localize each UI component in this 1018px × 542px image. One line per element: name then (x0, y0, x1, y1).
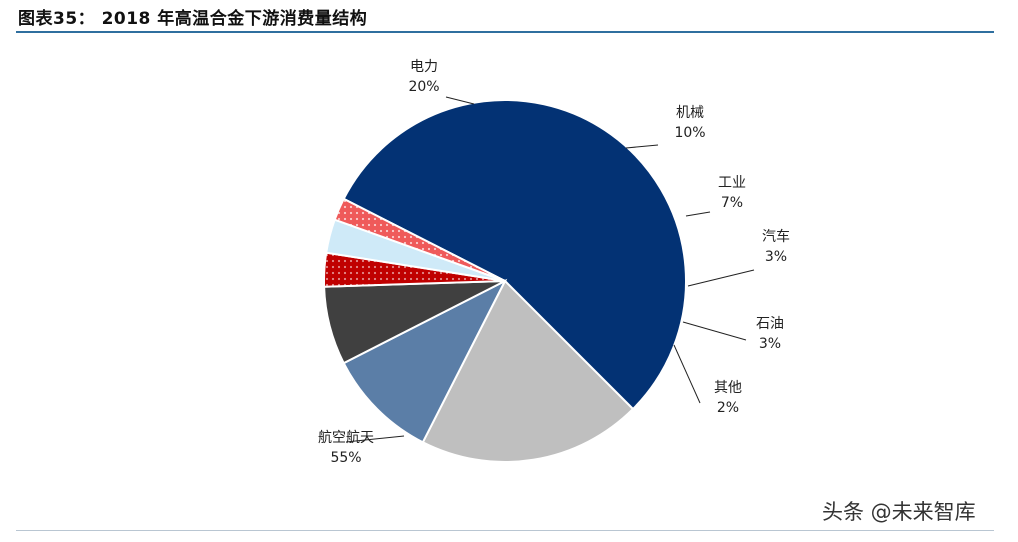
slice-value-label-3: 10% (674, 125, 705, 141)
leader-line-2 (445, 96, 475, 105)
slice-value-label-6: 3% (759, 336, 781, 352)
slice-category-label-1: 航空航天 (318, 430, 374, 446)
watermark: 头条 @未来智库 (822, 500, 976, 524)
footer-divider (16, 530, 994, 531)
slice-value-label-5: 3% (765, 249, 787, 265)
slice-category-label-6: 石油 (756, 316, 784, 332)
slice-category-label-3: 机械 (676, 105, 704, 121)
slice-category-label-5: 汽车 (762, 228, 790, 245)
slice-value-label-4: 7% (721, 195, 743, 211)
slice-category-label-4: 工业 (718, 175, 746, 191)
slice-category-label-7: 其他 (714, 380, 742, 396)
leader-line-7 (673, 344, 701, 404)
leader-line-5 (687, 269, 755, 287)
slice-category-label-2: 电力 (410, 59, 438, 75)
slice-value-label-1: 55% (330, 450, 361, 466)
slice-value-label-7: 2% (717, 400, 739, 416)
pie-slice-pattern-5 (324, 252, 505, 287)
pie-slice-2 (421, 279, 635, 463)
leader-line-4 (685, 211, 711, 217)
slice-labels: 航空航天 55% 电力 20% 机械 10% 工业 7% 汽车 3% 石油 3% 其他 2% (318, 59, 790, 466)
figure-title: 图表35： 2018 年高温合金下游消费量结构 (18, 9, 368, 29)
leader-line-1 (345, 435, 405, 443)
leader-line-3 (625, 144, 659, 149)
leader-line-6 (682, 321, 747, 341)
pie-slices (323, 99, 687, 463)
pie-slice-pattern-7 (334, 198, 505, 281)
pie-slice-1 (342, 99, 687, 411)
figure-header: 图表35： 2018 年高温合金下游消费量结构 (0, 0, 1018, 36)
slice-value-label-2: 20% (408, 79, 439, 95)
pie-slice-3 (342, 278, 508, 444)
leader-lines (345, 96, 755, 443)
title-divider (16, 31, 994, 33)
